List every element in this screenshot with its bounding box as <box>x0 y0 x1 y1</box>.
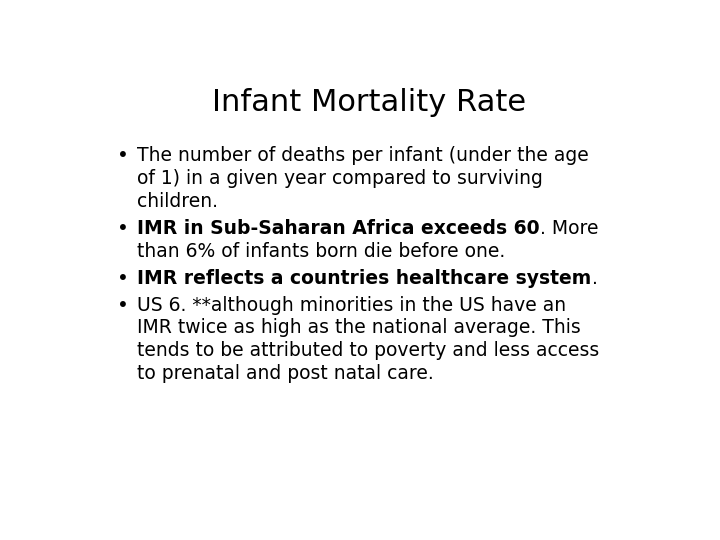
Text: •: • <box>117 268 129 287</box>
Text: tends to be attributed to poverty and less access: tends to be attributed to poverty and le… <box>138 341 600 360</box>
Text: The number of deaths per infant (under the age: The number of deaths per infant (under t… <box>138 146 589 165</box>
Text: of 1) in a given year compared to surviving: of 1) in a given year compared to surviv… <box>138 168 544 188</box>
Text: IMR in Sub-Saharan Africa exceeds 60: IMR in Sub-Saharan Africa exceeds 60 <box>138 219 540 238</box>
Text: IMR reflects a countries healthcare system: IMR reflects a countries healthcare syst… <box>138 268 592 287</box>
Text: •: • <box>117 219 129 238</box>
Text: Infant Mortality Rate: Infant Mortality Rate <box>212 87 526 117</box>
Text: to prenatal and post natal care.: to prenatal and post natal care. <box>138 364 434 383</box>
Text: •: • <box>117 295 129 315</box>
Text: . More: . More <box>540 219 598 238</box>
Text: than 6% of infants born die before one.: than 6% of infants born die before one. <box>138 241 505 260</box>
Text: •: • <box>117 146 129 165</box>
Text: children.: children. <box>138 192 218 211</box>
Text: US 6. **although minorities in the US have an: US 6. **although minorities in the US ha… <box>138 295 567 315</box>
Text: .: . <box>592 268 598 287</box>
Text: IMR twice as high as the national average. This: IMR twice as high as the national averag… <box>138 319 581 338</box>
